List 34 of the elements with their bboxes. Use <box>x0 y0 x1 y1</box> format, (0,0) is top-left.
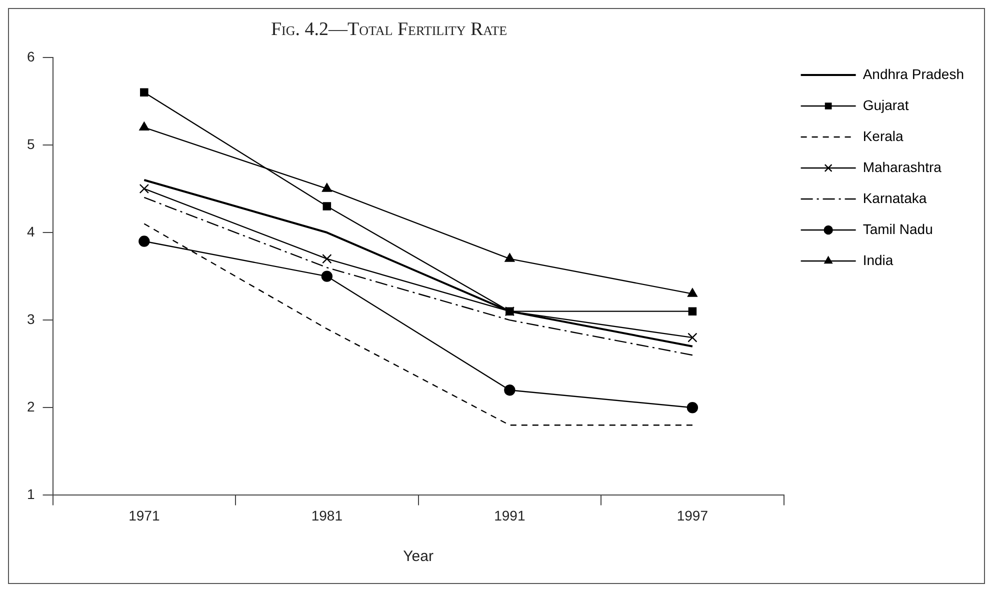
x-tick-label: 1997 <box>676 507 708 524</box>
y-tick-label: 3 <box>26 310 35 327</box>
x-tick-label: 1981 <box>311 507 343 524</box>
y-tick-label: 2 <box>26 398 35 414</box>
legend-label: India <box>862 252 894 268</box>
legend-label: Karnataka <box>862 190 927 206</box>
legend-label: Kerala <box>862 128 904 144</box>
point <box>688 288 698 297</box>
legend-label: Gujarat <box>862 96 909 113</box>
point <box>322 183 332 192</box>
point <box>688 332 698 342</box>
legend-label: Andhra Pradesh <box>862 66 964 82</box>
point <box>504 253 515 262</box>
legend-label: Tamil Nadu <box>862 220 933 237</box>
point <box>504 384 516 396</box>
point <box>138 236 150 247</box>
point <box>140 88 148 97</box>
x-tick-label: 1971 <box>128 507 160 524</box>
point <box>322 202 332 210</box>
x-axis-title: Year <box>403 548 434 566</box>
point <box>139 122 150 131</box>
y-tick-label: 5 <box>26 136 35 152</box>
point <box>139 184 150 194</box>
line-series <box>144 196 694 356</box>
point <box>686 402 698 414</box>
y-tick-label: 1 <box>26 486 35 502</box>
point <box>688 307 697 316</box>
x-tick-label: 1991 <box>494 507 526 524</box>
y-tick-label: 4 <box>26 223 35 240</box>
chart-title: Fig. 4.2—Total Fertility Rate <box>270 18 508 41</box>
legend-label: Maharashtra <box>862 158 942 175</box>
y-tick-label: 6 <box>26 48 35 64</box>
point <box>321 270 333 282</box>
point <box>322 254 332 264</box>
